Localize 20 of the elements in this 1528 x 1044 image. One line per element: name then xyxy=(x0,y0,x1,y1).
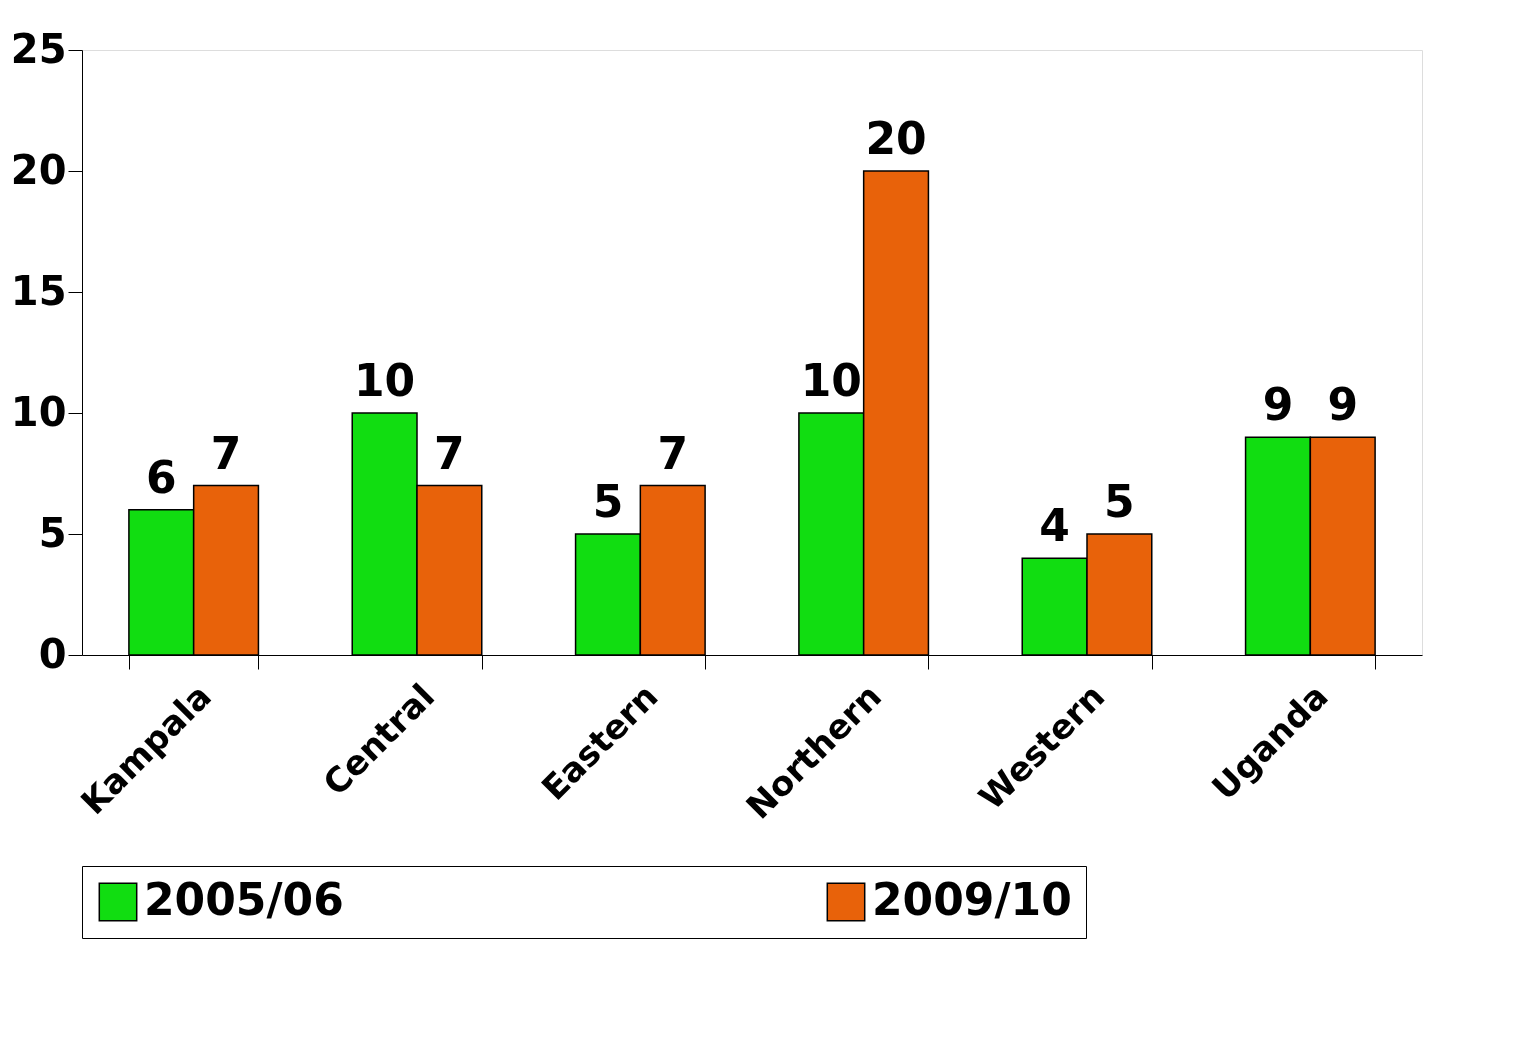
y-tick-label: 10 xyxy=(10,388,67,435)
y-tick-label: 20 xyxy=(10,146,67,193)
data-label: 7 xyxy=(434,427,465,479)
data-label: 5 xyxy=(1104,476,1135,527)
y-tick-label: 0 xyxy=(38,630,67,677)
y-tick-label: 25 xyxy=(10,25,67,72)
data-label: 7 xyxy=(657,427,689,479)
data-label: 9 xyxy=(1327,379,1359,431)
data-label: 20 xyxy=(865,113,927,164)
data-label: 5 xyxy=(592,476,624,527)
data-label: 9 xyxy=(1262,379,1294,431)
data-label: 7 xyxy=(210,427,242,479)
y-tick-label: 5 xyxy=(38,509,67,556)
legend-label: 2005/06 xyxy=(144,874,344,925)
data-label: 10 xyxy=(800,355,862,406)
data-label: 10 xyxy=(354,355,416,406)
data-label: 4 xyxy=(1039,500,1070,552)
data-label: 6 xyxy=(145,451,177,503)
y-tick-label: 15 xyxy=(10,267,67,314)
legend-label: 2009/10 xyxy=(872,874,1072,925)
